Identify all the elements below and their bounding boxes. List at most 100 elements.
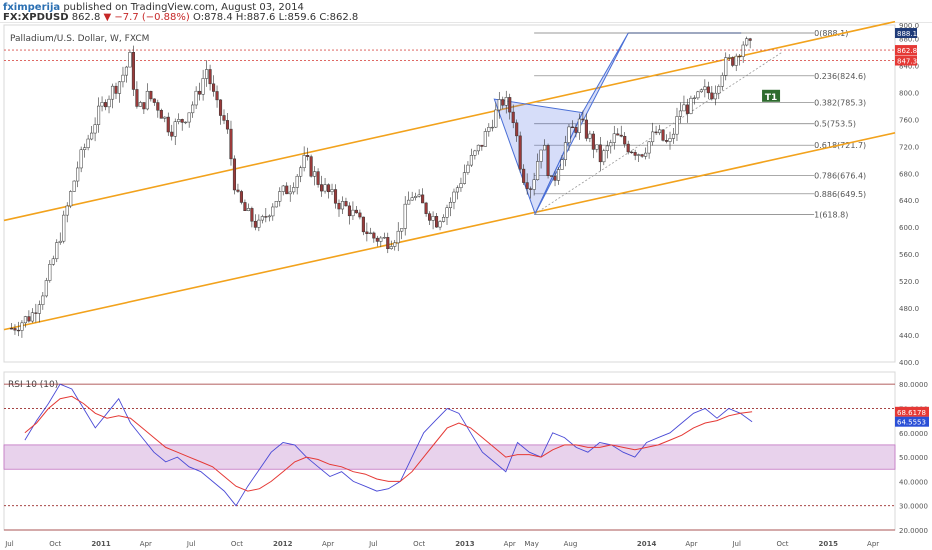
rsi-line (24, 383, 753, 507)
x-tick-label: 2013 (455, 540, 475, 548)
x-tick-label: Oct (49, 540, 61, 548)
trend-dotted-line (534, 51, 783, 215)
candle-body (741, 44, 745, 57)
candle-body (86, 138, 90, 148)
candle-body (605, 145, 609, 151)
candle-body (682, 104, 686, 112)
candle-body (51, 258, 55, 265)
candle-body (246, 208, 250, 211)
candle-body (149, 90, 153, 100)
price-tick-label: 840.0 (899, 62, 919, 70)
candle-body (441, 217, 446, 222)
candle-body (630, 151, 634, 154)
candle-body (295, 175, 299, 188)
t1-box (762, 89, 781, 102)
symbol-label: FX:XPDUSD (3, 12, 69, 23)
candle-body (382, 237, 386, 239)
candle-body (194, 90, 198, 106)
candle-body (469, 155, 473, 166)
candle-body (748, 38, 752, 41)
candle-body (417, 194, 421, 197)
candle-body (529, 188, 533, 190)
rsi-tick-label: 60.0000 (899, 430, 928, 438)
rsi-value-badge (895, 406, 929, 417)
symbol-line: FX:XPDUSD 862.8 ▼ −7.7 (−0.88%) O:878.4 … (3, 12, 358, 23)
candle-body (267, 215, 271, 218)
candle-body (556, 169, 561, 181)
candle-body (260, 216, 264, 221)
candle-body (69, 191, 73, 207)
fib-level-label: 0.5(753.5) (814, 120, 856, 129)
candle-body (476, 144, 480, 152)
candle-body (163, 116, 167, 119)
x-tick-label: Aug (564, 540, 578, 548)
price-tick-label: 400.0 (899, 359, 919, 367)
candle-body (487, 127, 491, 132)
author-link[interactable]: fximperija (3, 2, 61, 13)
candle-body (117, 81, 122, 94)
candle-body (515, 122, 519, 137)
candle-body (581, 118, 585, 121)
candle-body (320, 184, 324, 192)
candle-body (365, 231, 369, 234)
price-tick-label: 640.0 (899, 197, 919, 205)
candle-body (685, 104, 689, 114)
candle-body (595, 144, 599, 150)
candle-body (407, 199, 411, 205)
x-tick-label: Apr (867, 540, 879, 548)
rsi-band (3, 444, 896, 470)
candle-body (198, 90, 202, 95)
candle-body (609, 142, 613, 147)
price-tick-label: 520.0 (899, 278, 919, 286)
candle-body (567, 126, 571, 143)
x-tick-label: Oct (413, 540, 425, 548)
x-tick-label: Oct (231, 540, 243, 548)
price-tick-label: 760.0 (899, 116, 919, 124)
candle-body (83, 147, 87, 150)
candle-body (539, 149, 543, 162)
candle-body (668, 138, 672, 142)
fib-level-label: 0.786(676.4) (814, 172, 866, 181)
candle-body (354, 209, 358, 214)
candle-body (644, 152, 648, 157)
candle-body (306, 155, 310, 157)
candle-body (135, 89, 139, 107)
candle-body (724, 57, 728, 76)
candle-body (532, 179, 536, 190)
candle-body (16, 329, 20, 332)
candle-body (20, 322, 24, 331)
candle-body (706, 86, 710, 94)
candle-body (274, 200, 278, 208)
price-tick-label: 560.0 (899, 251, 919, 259)
candle-body (257, 219, 261, 228)
candle-body (525, 182, 529, 189)
rsi-tick-label: 40.0000 (899, 478, 928, 486)
candle-body (368, 232, 372, 234)
candle-body (124, 66, 129, 76)
candle-body (347, 205, 351, 217)
candle-body (462, 172, 466, 184)
rsi-signal-line (24, 395, 753, 492)
candle-body (560, 159, 564, 170)
candle-body (480, 144, 484, 147)
rsi-value-label: 64.5553 (897, 419, 926, 427)
x-tick-label: Oct (776, 540, 788, 548)
x-tick-label: Jul (368, 540, 378, 548)
fib-level-label: 0.382(785.3) (814, 98, 866, 107)
candle-body (623, 135, 627, 145)
candle-body (138, 102, 142, 107)
candle-body (215, 91, 219, 101)
candle-body (103, 102, 108, 108)
candle-body (483, 131, 487, 147)
published-text: published on TradingView.com, August 03,… (63, 2, 304, 13)
candle-body (128, 52, 132, 68)
candle-body (640, 154, 644, 157)
candle-body (27, 316, 31, 322)
candle-body (292, 187, 296, 193)
candle-body (598, 144, 602, 163)
t1-annotation: T1 (762, 89, 781, 103)
price-badge (895, 45, 917, 56)
candle-body (302, 155, 306, 169)
candle-body (717, 86, 721, 94)
